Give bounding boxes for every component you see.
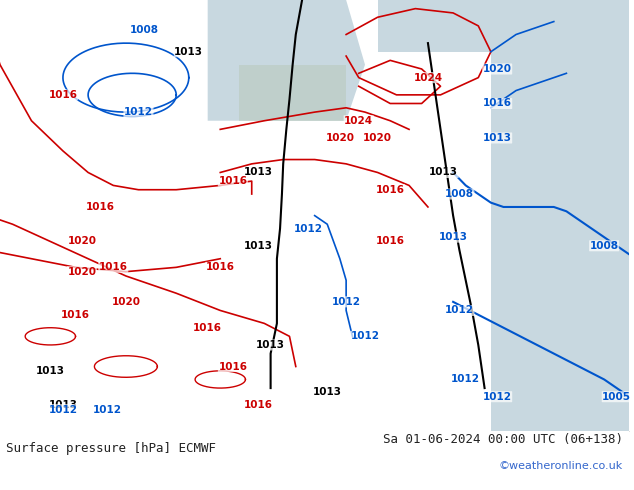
Text: 1012: 1012: [124, 107, 153, 117]
Text: 1016: 1016: [376, 237, 404, 246]
Text: 1016: 1016: [482, 98, 512, 108]
Text: 1016: 1016: [61, 310, 90, 320]
Text: 1013: 1013: [313, 388, 342, 397]
Text: 1013: 1013: [429, 168, 458, 177]
Text: 1013: 1013: [439, 232, 468, 242]
Text: 1020: 1020: [112, 297, 140, 307]
Text: 1016: 1016: [48, 90, 77, 100]
Text: 1020: 1020: [325, 133, 354, 143]
Polygon shape: [491, 0, 630, 431]
Polygon shape: [239, 65, 346, 121]
Text: 1012: 1012: [93, 405, 122, 415]
Text: 1012: 1012: [445, 305, 474, 316]
Text: 1013: 1013: [243, 168, 273, 177]
Bar: [0, 431, 630, 487]
Text: 1012: 1012: [482, 392, 512, 402]
Text: 1020: 1020: [363, 133, 392, 143]
Text: 1012: 1012: [451, 374, 480, 385]
Polygon shape: [378, 0, 630, 52]
Text: 1020: 1020: [482, 64, 512, 74]
Text: 1020: 1020: [67, 267, 96, 277]
Text: 1012: 1012: [351, 331, 380, 342]
Text: 1024: 1024: [344, 116, 373, 126]
Text: Surface pressure [hPa] ECMWF: Surface pressure [hPa] ECMWF: [6, 442, 216, 455]
Text: 1012: 1012: [48, 405, 77, 415]
Text: 1008: 1008: [590, 241, 619, 251]
Text: 1008: 1008: [445, 189, 474, 199]
Text: 1016: 1016: [376, 185, 404, 195]
Text: 1024: 1024: [413, 73, 443, 83]
Text: 1016: 1016: [243, 400, 273, 410]
Text: ©weatheronline.co.uk: ©weatheronline.co.uk: [499, 461, 623, 471]
Text: Sa 01-06-2024 00:00 UTC (06+138): Sa 01-06-2024 00:00 UTC (06+138): [383, 433, 623, 446]
Text: 1016: 1016: [206, 262, 235, 272]
Text: 1008: 1008: [130, 25, 159, 35]
Text: 1016: 1016: [218, 362, 247, 371]
Text: 1016: 1016: [193, 323, 222, 333]
Text: 1013: 1013: [482, 133, 512, 143]
Text: 1013: 1013: [174, 47, 204, 57]
Text: 1013: 1013: [36, 366, 65, 376]
Text: 1012: 1012: [332, 297, 361, 307]
Text: 1013: 1013: [256, 340, 285, 350]
Text: 1013: 1013: [243, 241, 273, 251]
Text: 1020: 1020: [67, 237, 96, 246]
Text: 1013: 1013: [48, 400, 77, 410]
Polygon shape: [208, 0, 365, 121]
Text: 1005: 1005: [602, 392, 631, 402]
Text: 1016: 1016: [99, 262, 128, 272]
Text: 1012: 1012: [294, 223, 323, 234]
Text: 1016: 1016: [218, 176, 247, 186]
Text: 1016: 1016: [86, 202, 115, 212]
